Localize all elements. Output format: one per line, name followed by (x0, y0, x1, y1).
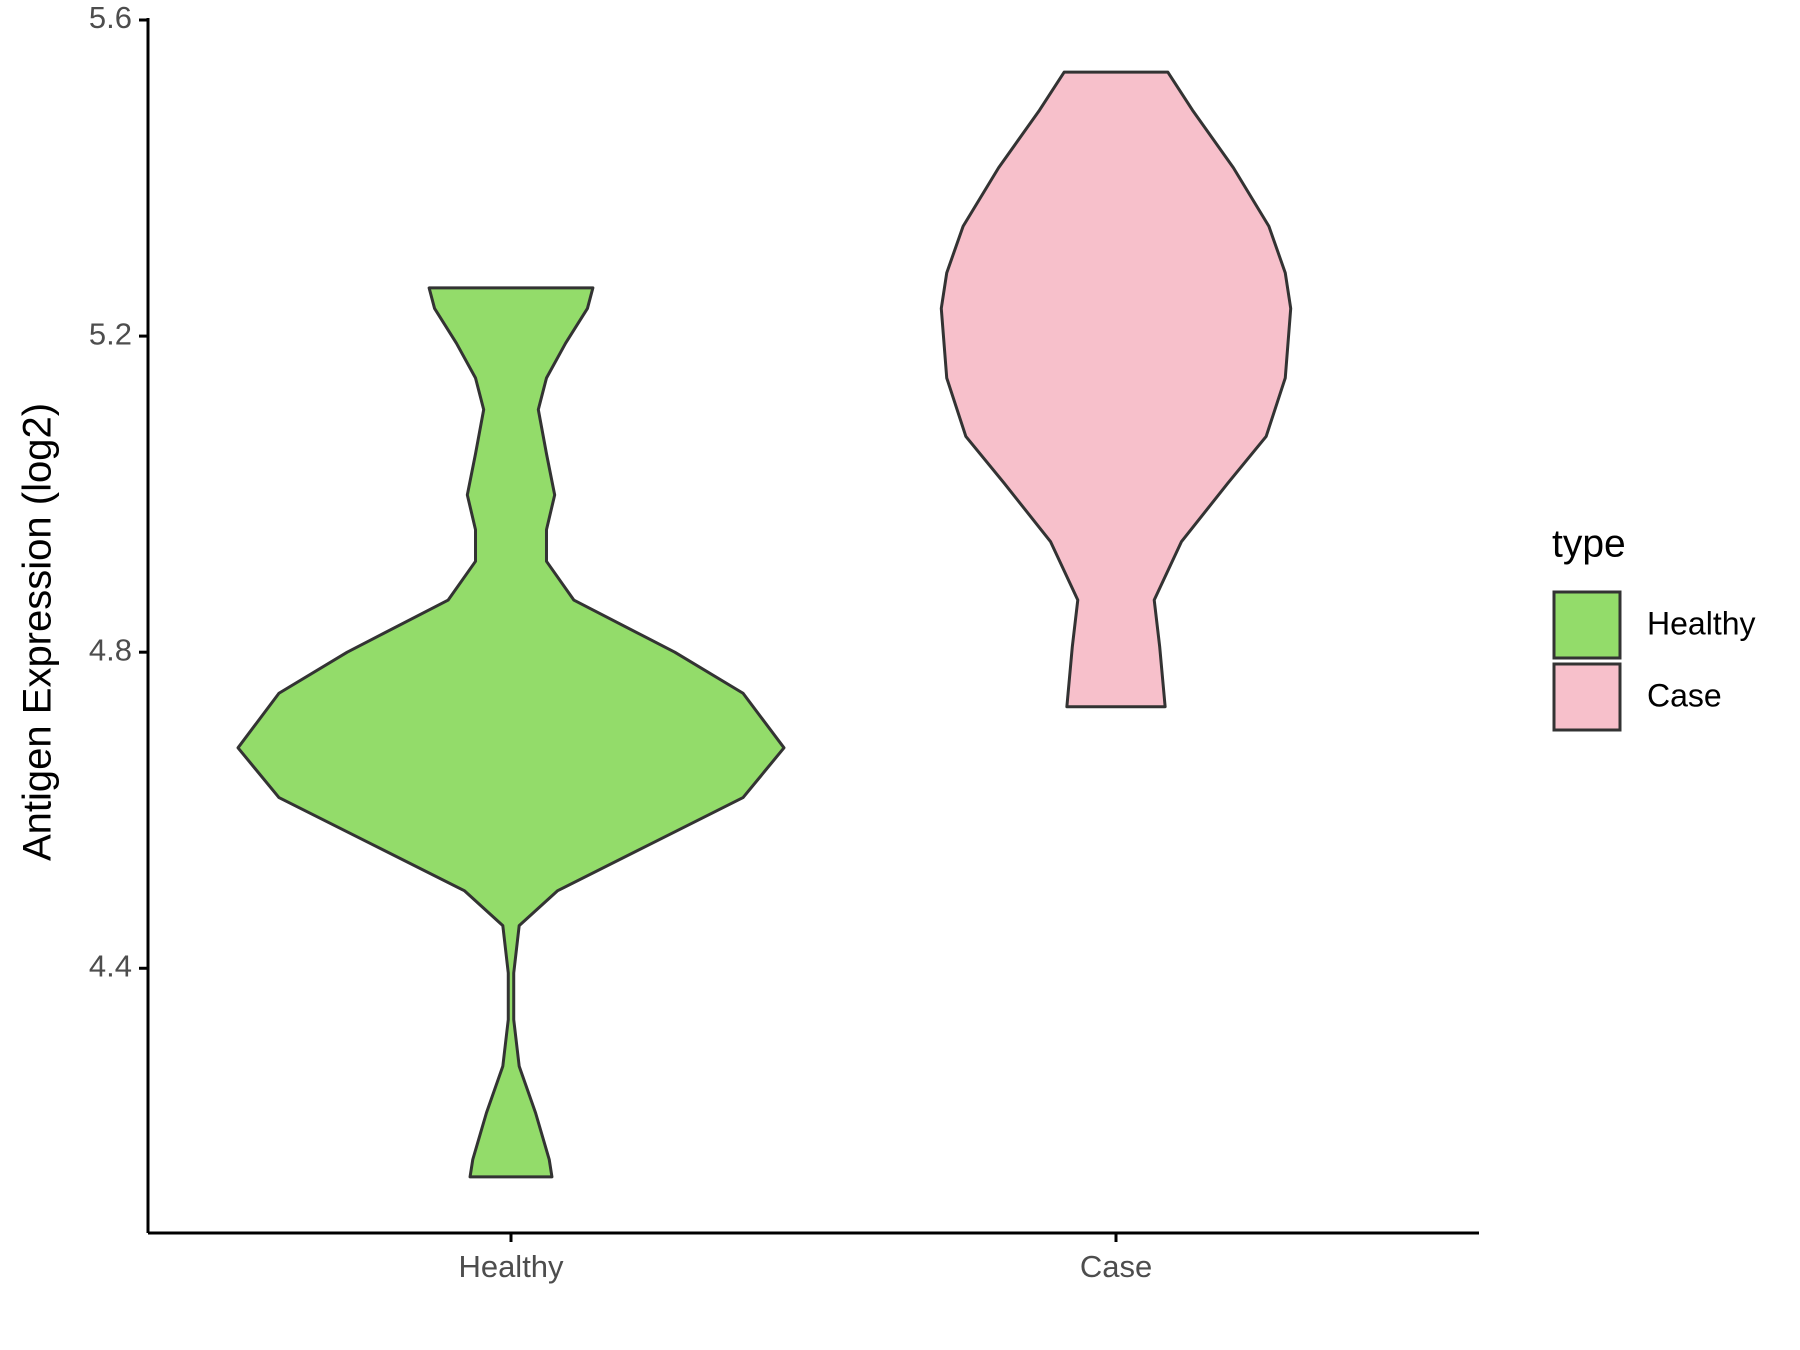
y-tick-label: 5.6 (89, 0, 132, 35)
legend-label: Healthy (1647, 605, 1756, 641)
violin (939, 70, 1293, 709)
y-tick-label: 4.4 (89, 948, 132, 983)
violin (236, 286, 786, 1179)
legend-label: Case (1647, 677, 1722, 713)
x-tick-label: Case (1080, 1249, 1152, 1284)
x-tick-label: Healthy (458, 1249, 564, 1284)
y-axis-title: Antigen Expression (log2) (16, 403, 60, 861)
legend-title: type (1552, 522, 1626, 565)
legend-key (1552, 662, 1622, 732)
legend-key (1552, 590, 1622, 660)
y-tick-label: 5.2 (89, 316, 132, 351)
y-tick-label: 4.8 (89, 632, 132, 667)
